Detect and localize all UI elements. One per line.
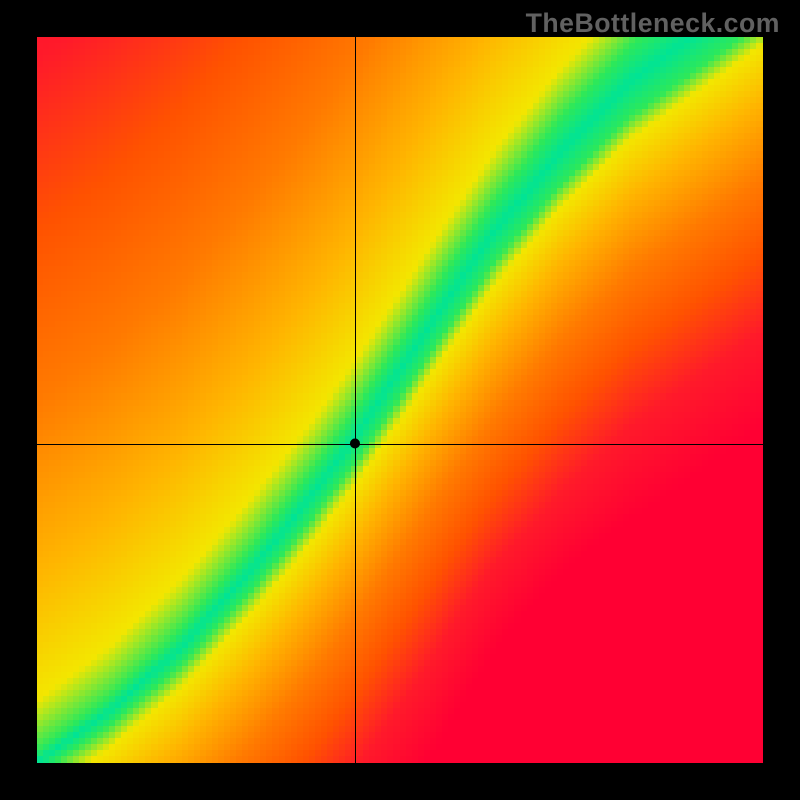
plot-area xyxy=(37,37,763,763)
heatmap-canvas xyxy=(37,37,763,763)
watermark-text: TheBottleneck.com xyxy=(526,8,780,39)
chart-frame: TheBottleneck.com xyxy=(0,0,800,800)
